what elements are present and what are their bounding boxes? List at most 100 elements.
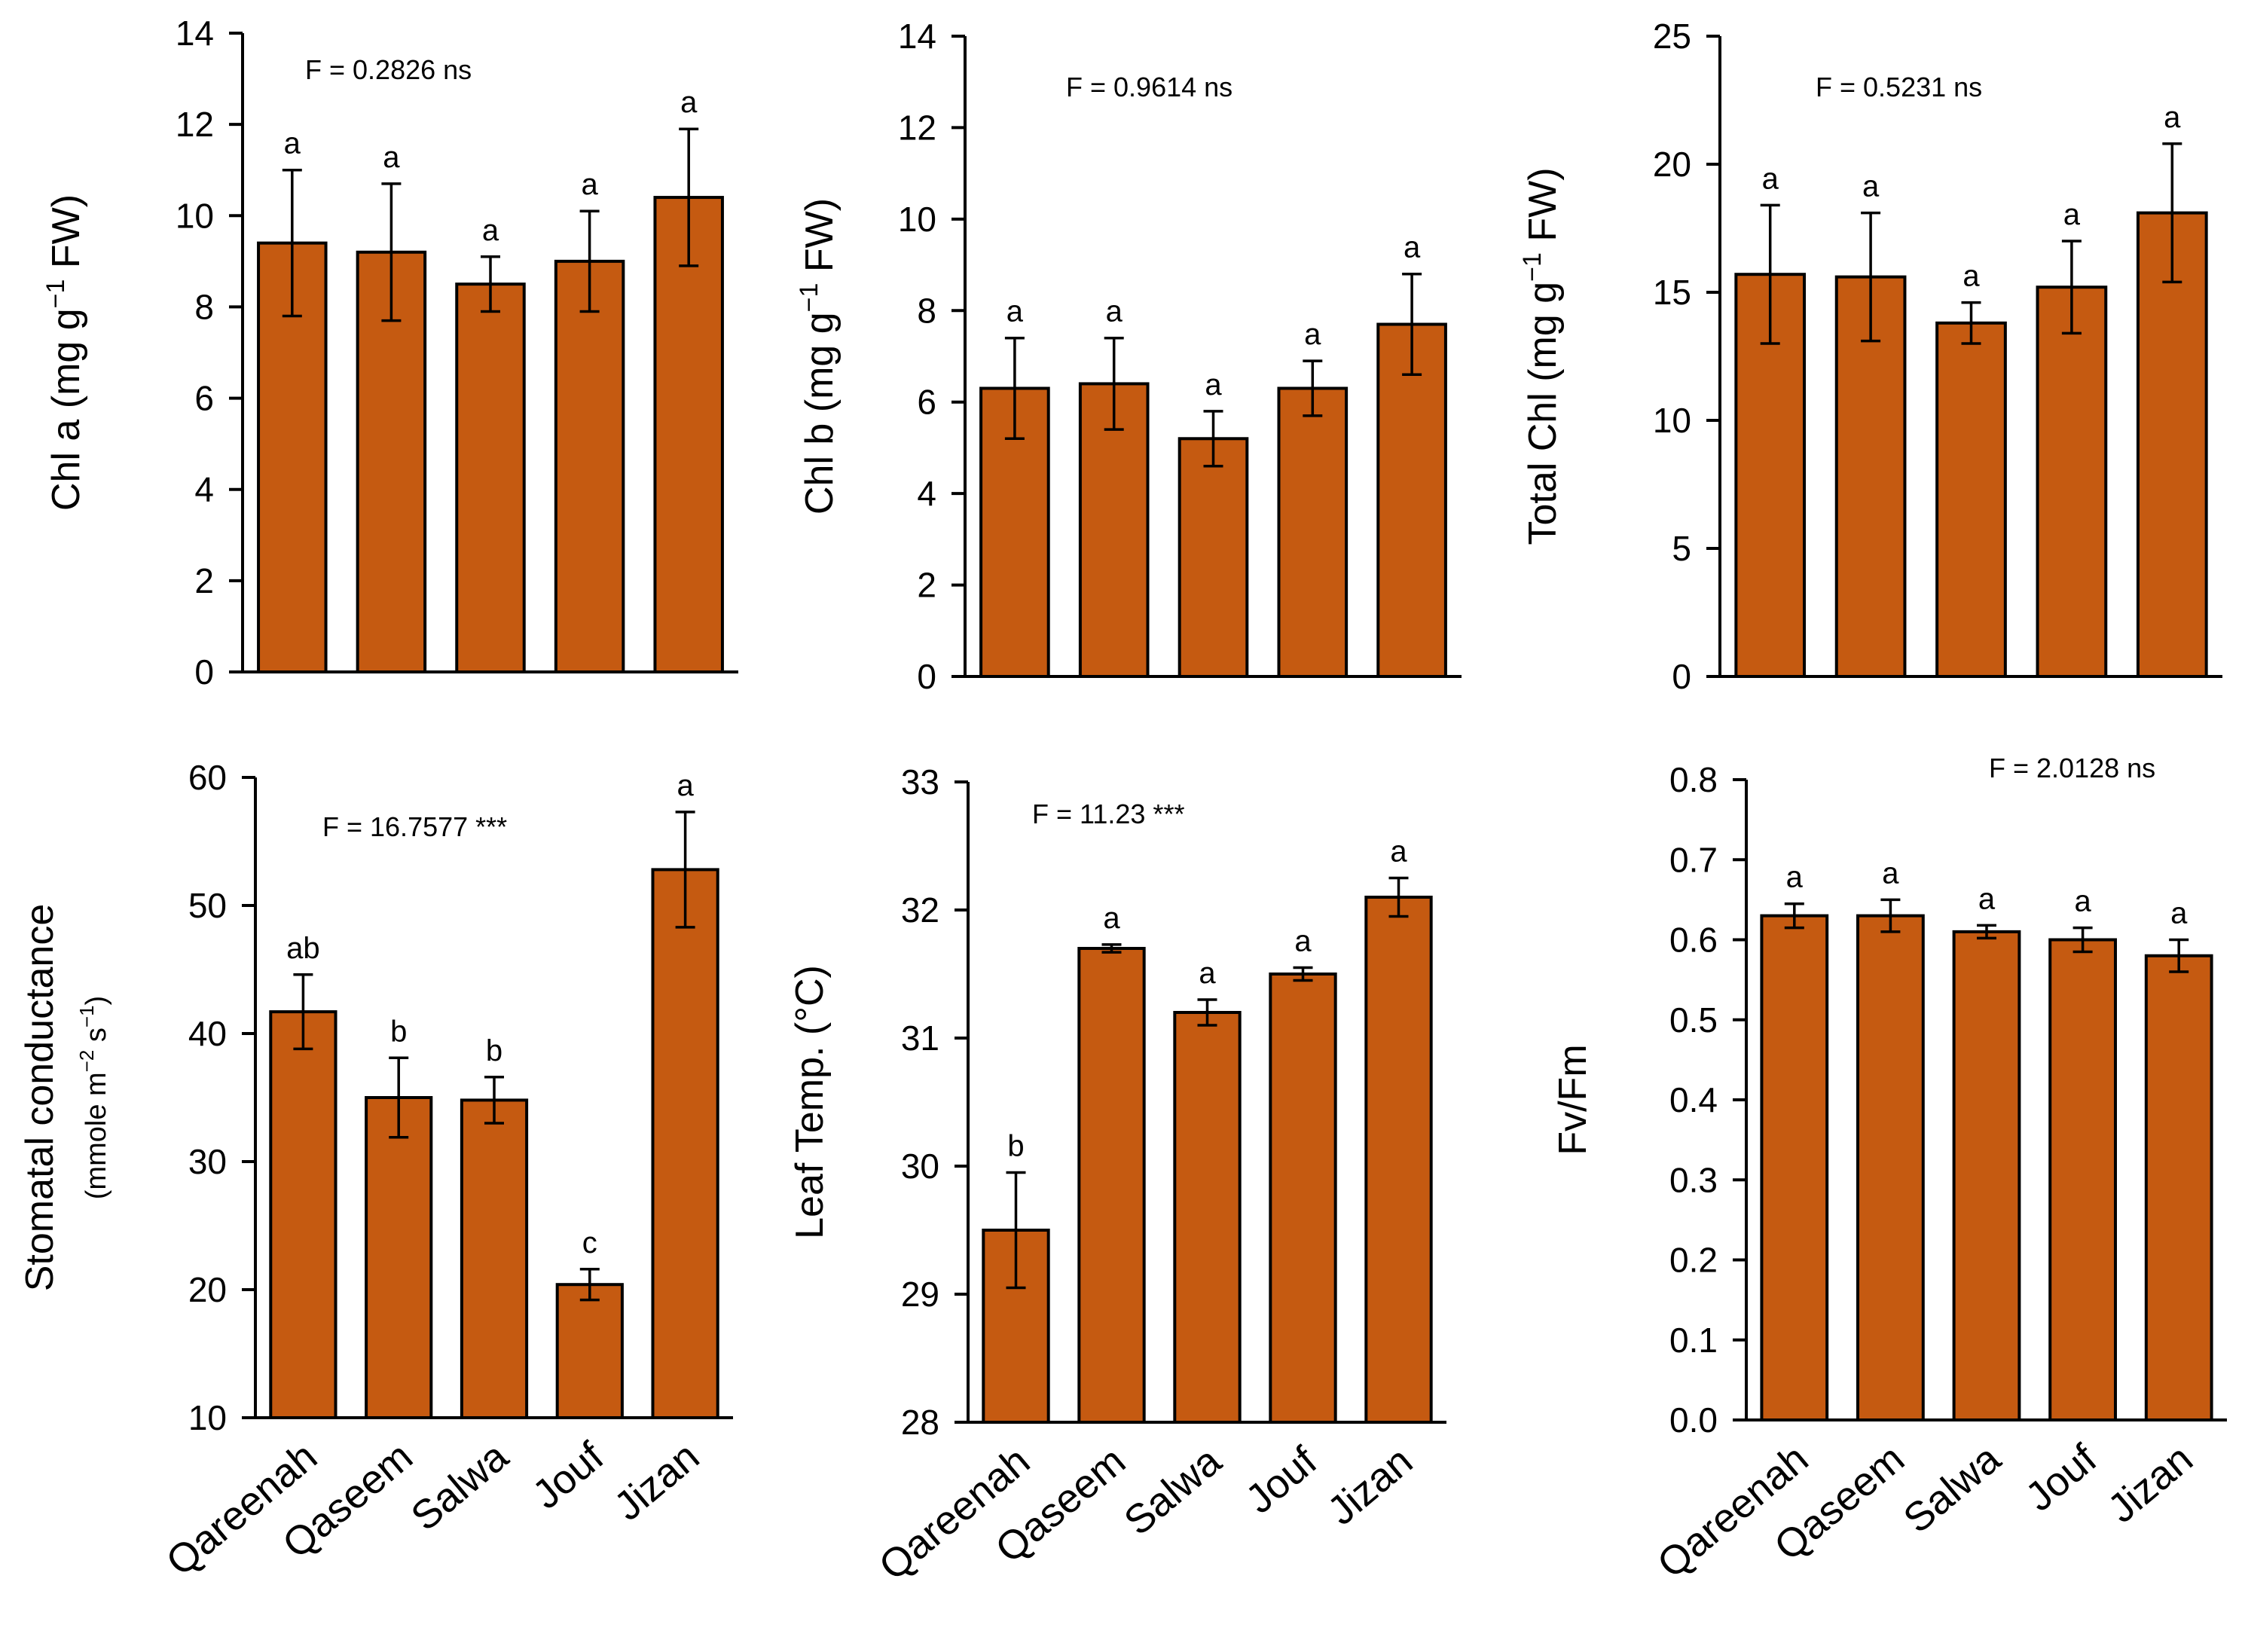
chart-panel-leaf-temp: 282930313233bQareenahaQaseemaSalwaaJoufa…: [788, 762, 1446, 1589]
y-tick-label: 2: [917, 566, 936, 605]
bar-qaseem: [1078, 382, 1150, 678]
significance-letter: a: [1963, 260, 1980, 293]
bar-jizan: [653, 196, 724, 673]
significance-letter: b: [390, 1015, 407, 1048]
y-tick-label: 14: [176, 14, 214, 53]
y-tick-label: 20: [1653, 145, 1691, 184]
significance-letter: a: [1199, 957, 1216, 990]
y-tick-label: 25: [1653, 17, 1691, 56]
significance-letter: a: [2164, 101, 2181, 134]
bar-salwa: [1173, 1011, 1242, 1424]
anova-stat-text: F = 16.7577 ***: [322, 811, 507, 842]
significance-letter: ab: [286, 932, 320, 965]
bar-jizan: [1376, 322, 1447, 678]
significance-letter: a: [1882, 857, 1899, 890]
bar-salwa: [1178, 437, 1249, 678]
y-tick-label: 0.8: [1669, 760, 1718, 799]
y-axis-title-main: Total Chl (mg g: [1521, 282, 1565, 545]
bar-jouf: [1277, 386, 1349, 678]
anova-stat-text: F = 2.0128 ns: [1989, 753, 2155, 783]
bar-qaseem: [1834, 275, 1907, 679]
y-tick-label: 15: [1653, 273, 1691, 312]
bar-jizan: [2136, 211, 2208, 679]
significance-letter: a: [1762, 162, 1779, 195]
significance-letter: a: [482, 214, 499, 247]
bar-qaseem: [356, 250, 427, 673]
chart-panel-chl-a: 0 2 4 6 8 10 12 14 a a a a a F = 0.2826 ns Chl a (mg g…: [41, 14, 738, 692]
bar-jouf: [1269, 973, 1337, 1424]
y-tick-label: 4: [917, 474, 936, 513]
y-axis-title-tail: FW): [798, 198, 842, 283]
y-tick-label: 28: [901, 1403, 939, 1442]
significance-letter: a: [1786, 861, 1804, 894]
x-category-label: Salwa: [1116, 1438, 1230, 1544]
significance-letter: a: [1978, 882, 1996, 915]
y-axis-title-tail: FW): [1521, 167, 1565, 252]
y-axis-title: Total Chl (mg g−1 FW): [1518, 167, 1565, 545]
significance-letter: a: [2170, 897, 2188, 930]
y-axis-title-sup: −1: [1518, 252, 1547, 282]
x-category-label: Jouf: [2017, 1436, 2106, 1520]
y-tick-label: 0.1: [1669, 1321, 1718, 1360]
y-tick-label: 2: [194, 561, 214, 600]
y-tick-label: 12: [898, 108, 936, 147]
y-tick-label: 10: [1653, 401, 1691, 440]
y-axis-subtitle: (mmole m−2 s−1): [75, 996, 112, 1199]
y-axis-title-main: Chl a (mg g: [44, 308, 88, 511]
y-tick-label: 0.2: [1669, 1241, 1718, 1280]
y-axis-title-main: Stomatal conductance: [18, 904, 62, 1292]
bar-jizan: [651, 868, 719, 1419]
x-category-label: Salwa: [402, 1434, 517, 1540]
y-tick-label: 12: [176, 105, 214, 144]
significance-letter: a: [680, 86, 698, 119]
y-axis-title: Fv/Fm: [1551, 1044, 1595, 1155]
significance-letter: a: [677, 769, 694, 802]
significance-letter: a: [1862, 170, 1880, 203]
y-axis-title-tail: FW): [44, 194, 88, 279]
bar-salwa: [455, 282, 526, 673]
y-tick-label: 8: [917, 291, 936, 330]
y-tick-label: 0: [194, 652, 214, 692]
significance-letter: b: [486, 1034, 502, 1067]
x-category-label: Salwa: [1895, 1436, 2009, 1542]
y-tick-label: 0.0: [1669, 1400, 1718, 1440]
y-tick-label: 10: [176, 196, 214, 235]
y-axis-subtitle-main: (mmole m: [81, 1072, 112, 1199]
bar-qaseem: [1077, 947, 1146, 1424]
y-tick-label: 5: [1672, 529, 1691, 568]
x-category-label: Jouf: [524, 1434, 613, 1518]
significance-letter: b: [1007, 1130, 1024, 1163]
y-tick-label: 50: [188, 886, 227, 925]
bar-jouf: [554, 259, 625, 674]
bar-qaseem: [1856, 914, 1925, 1421]
x-category-label: Jizan: [606, 1434, 707, 1529]
y-axis-subtitle-mid: s: [81, 1028, 112, 1050]
x-category-label: Jizan: [1319, 1438, 1421, 1534]
y-axis-subtitle-tail: ): [81, 996, 112, 1006]
y-tick-label: 31: [901, 1018, 939, 1058]
y-axis-title-main: Fv/Fm: [1551, 1044, 1595, 1155]
y-axis-title: Chl a (mg g−1 FW): [41, 194, 88, 511]
chart-panel-total-chl: 0 5 10 15 20 25 a a a a a F = 0.5231 ns Total Chl (m…: [1518, 17, 2222, 696]
anova-stat-text: F = 0.5231 ns: [1816, 72, 1982, 102]
significance-letter: a: [1304, 318, 1321, 351]
y-axis-title-sup: −1: [41, 279, 70, 309]
x-category-label: Jouf: [1237, 1438, 1326, 1522]
bar-jouf: [555, 1283, 624, 1419]
y-tick-label: 0.7: [1669, 840, 1718, 879]
chart-panel-stomatal-conductance: 102030405060abQareenahbQaseembSalwacJouf…: [18, 758, 733, 1585]
significance-letter: a: [1103, 902, 1120, 935]
significance-letter: a: [1006, 295, 1024, 328]
significance-letter: a: [2063, 198, 2081, 231]
y-axis-title: Chl b (mg g−1 FW): [795, 198, 842, 515]
chart-panel-chl-b: 0 2 4 6 8 10 12 14 a a a a a F = 0.9614 ns Chl b (mg g…: [795, 17, 1462, 696]
anova-stat-text: F = 0.9614 ns: [1066, 72, 1232, 102]
y-axis-title: Stomatal conductance: [18, 904, 62, 1292]
y-tick-label: 30: [901, 1147, 939, 1186]
y-tick-label: 6: [194, 379, 214, 418]
y-axis-subtitle-sup2: −1: [75, 1005, 98, 1028]
significance-letter: a: [1106, 295, 1123, 328]
y-tick-label: 33: [901, 762, 939, 802]
significance-letter: a: [284, 127, 301, 160]
y-tick-label: 0.3: [1669, 1160, 1718, 1199]
